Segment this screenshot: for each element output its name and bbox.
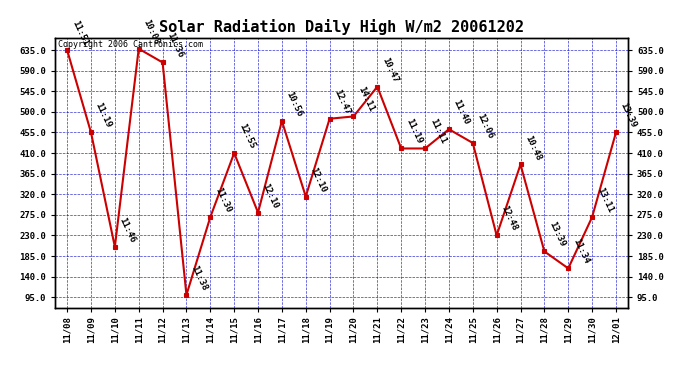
Text: 11:51: 11:51 [70, 19, 90, 47]
Text: 11:46: 11:46 [117, 216, 137, 244]
Text: 12:48: 12:48 [500, 204, 519, 232]
Text: 11:36: 11:36 [166, 32, 185, 60]
Text: 11:19: 11:19 [94, 102, 113, 130]
Text: 12:06: 12:06 [475, 112, 495, 140]
Text: 10:47: 10:47 [380, 56, 400, 84]
Text: 13:39: 13:39 [619, 102, 638, 130]
Text: 11:40: 11:40 [452, 98, 471, 126]
Text: Copyright 2006 Cantronics.com: Copyright 2006 Cantronics.com [58, 40, 203, 49]
Text: 10:08: 10:08 [141, 18, 161, 46]
Title: Solar Radiation Daily High W/m2 20061202: Solar Radiation Daily High W/m2 20061202 [159, 19, 524, 35]
Text: 13:39: 13:39 [547, 220, 566, 249]
Text: 14:11: 14:11 [356, 86, 376, 114]
Text: 11:11: 11:11 [428, 117, 447, 146]
Text: 12:10: 12:10 [308, 166, 328, 194]
Text: 10:48: 10:48 [523, 134, 543, 162]
Text: 13:11: 13:11 [595, 186, 614, 214]
Text: 12:55: 12:55 [237, 122, 257, 150]
Text: 10:56: 10:56 [285, 90, 304, 118]
Text: 11:30: 11:30 [213, 186, 233, 214]
Text: 11:34: 11:34 [571, 237, 591, 266]
Text: 12:10: 12:10 [261, 182, 280, 210]
Text: 11:38: 11:38 [189, 264, 209, 292]
Text: 12:47: 12:47 [333, 88, 352, 116]
Text: 11:19: 11:19 [404, 117, 424, 146]
